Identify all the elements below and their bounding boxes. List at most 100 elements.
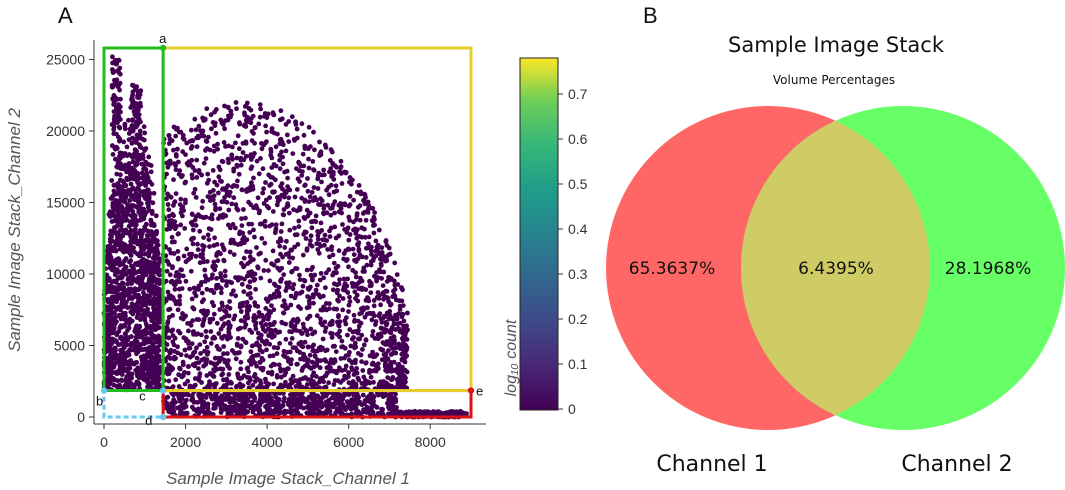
scatter-point	[236, 146, 242, 152]
scatter-point	[287, 329, 292, 334]
scatter-point	[314, 241, 320, 247]
scatter-point	[272, 230, 278, 236]
scatter-point	[353, 270, 358, 275]
scatter-point	[298, 163, 304, 169]
scatter-point	[234, 341, 240, 347]
scatter-point	[111, 131, 117, 137]
scatter-point	[267, 341, 273, 347]
scatter-point	[188, 322, 194, 328]
scatter-point	[108, 259, 114, 265]
scatter-point	[175, 344, 180, 350]
scatter-point	[207, 147, 213, 153]
scatter-point	[128, 181, 134, 187]
scatter-point	[345, 332, 350, 338]
scatter-point	[222, 314, 228, 320]
scatter-point	[134, 148, 140, 154]
scatter-point	[257, 313, 263, 319]
scatter-point	[385, 341, 391, 346]
scatter-point	[173, 191, 179, 197]
scatter-point	[131, 361, 137, 367]
scatter-point	[297, 277, 303, 282]
scatter-point	[222, 273, 228, 279]
scatter-point	[226, 143, 232, 149]
scatter-point	[135, 380, 141, 386]
scatter-point	[201, 356, 207, 362]
scatter-point	[376, 296, 382, 301]
scatter-point	[137, 268, 143, 274]
scatter-point	[328, 403, 333, 409]
scatter-point	[204, 334, 209, 340]
scatter-point	[111, 188, 117, 194]
scatter-point	[199, 380, 204, 385]
scatter-point	[301, 353, 306, 359]
scatter-point	[141, 346, 147, 352]
scatter-point	[141, 137, 147, 143]
scatter-point	[375, 242, 381, 248]
scatter-point	[313, 411, 318, 417]
scatter-point	[230, 144, 235, 150]
scatter-point	[135, 119, 141, 124]
scatter-point	[134, 123, 140, 128]
scatter-point	[322, 319, 328, 325]
scatter-point	[132, 213, 138, 219]
scatter-point	[130, 193, 136, 199]
scatter-point	[134, 309, 140, 315]
scatter-point	[385, 400, 390, 406]
gate-vertex-c	[159, 387, 167, 394]
scatter-point	[246, 380, 251, 386]
scatter-point	[366, 234, 372, 240]
y-tick-label: 15000	[46, 194, 85, 210]
scatter-point	[402, 336, 408, 342]
scatter-point	[128, 347, 134, 353]
scatter-point	[177, 330, 183, 336]
scatter-point	[307, 242, 313, 248]
scatter-point	[292, 225, 297, 231]
scatter-point	[277, 390, 282, 396]
scatter-point	[347, 380, 353, 386]
scatter-point	[203, 329, 209, 334]
scatter-point	[263, 395, 269, 401]
scatter-point	[285, 201, 290, 207]
scatter-point	[190, 241, 196, 247]
scatter-point	[285, 175, 290, 181]
scatter-point	[321, 379, 326, 385]
scatter-point	[182, 347, 188, 353]
scatter-point	[372, 403, 378, 409]
scatter-point	[323, 325, 329, 331]
scatter-point	[263, 329, 268, 334]
scatter-point	[363, 217, 369, 223]
scatter-point	[331, 189, 337, 195]
scatter-point	[238, 366, 244, 372]
scatter-point	[258, 320, 264, 326]
scatter-point	[154, 370, 159, 376]
scatter-point	[302, 183, 308, 189]
scatter-point	[328, 182, 334, 188]
scatter-point	[138, 281, 144, 287]
scatter-point	[254, 158, 260, 164]
scatter-point	[206, 134, 211, 140]
scatter-point	[177, 279, 183, 285]
scatter-point	[138, 354, 144, 360]
scatter-point	[323, 348, 328, 354]
scatter-point	[311, 129, 316, 135]
scatter-point	[148, 336, 154, 342]
scatter-point	[193, 223, 199, 228]
scatter-point	[117, 366, 123, 372]
scatter-point	[363, 200, 368, 206]
scatter-point	[208, 382, 213, 387]
scatter-point	[384, 254, 390, 259]
scatter-point	[173, 167, 179, 173]
scatter-point	[225, 409, 231, 415]
scatter-point	[343, 170, 349, 175]
scatter-point	[202, 339, 208, 345]
scatter-point	[351, 197, 356, 203]
scatter-point	[112, 310, 117, 316]
scatter-point	[282, 188, 288, 194]
scatter-point	[364, 410, 369, 415]
scatter-point	[256, 251, 262, 257]
scatter-point	[284, 132, 290, 138]
scatter-point	[355, 256, 361, 262]
scatter-point	[393, 391, 398, 397]
scatter-point	[301, 405, 306, 411]
scatter-point	[140, 275, 146, 281]
